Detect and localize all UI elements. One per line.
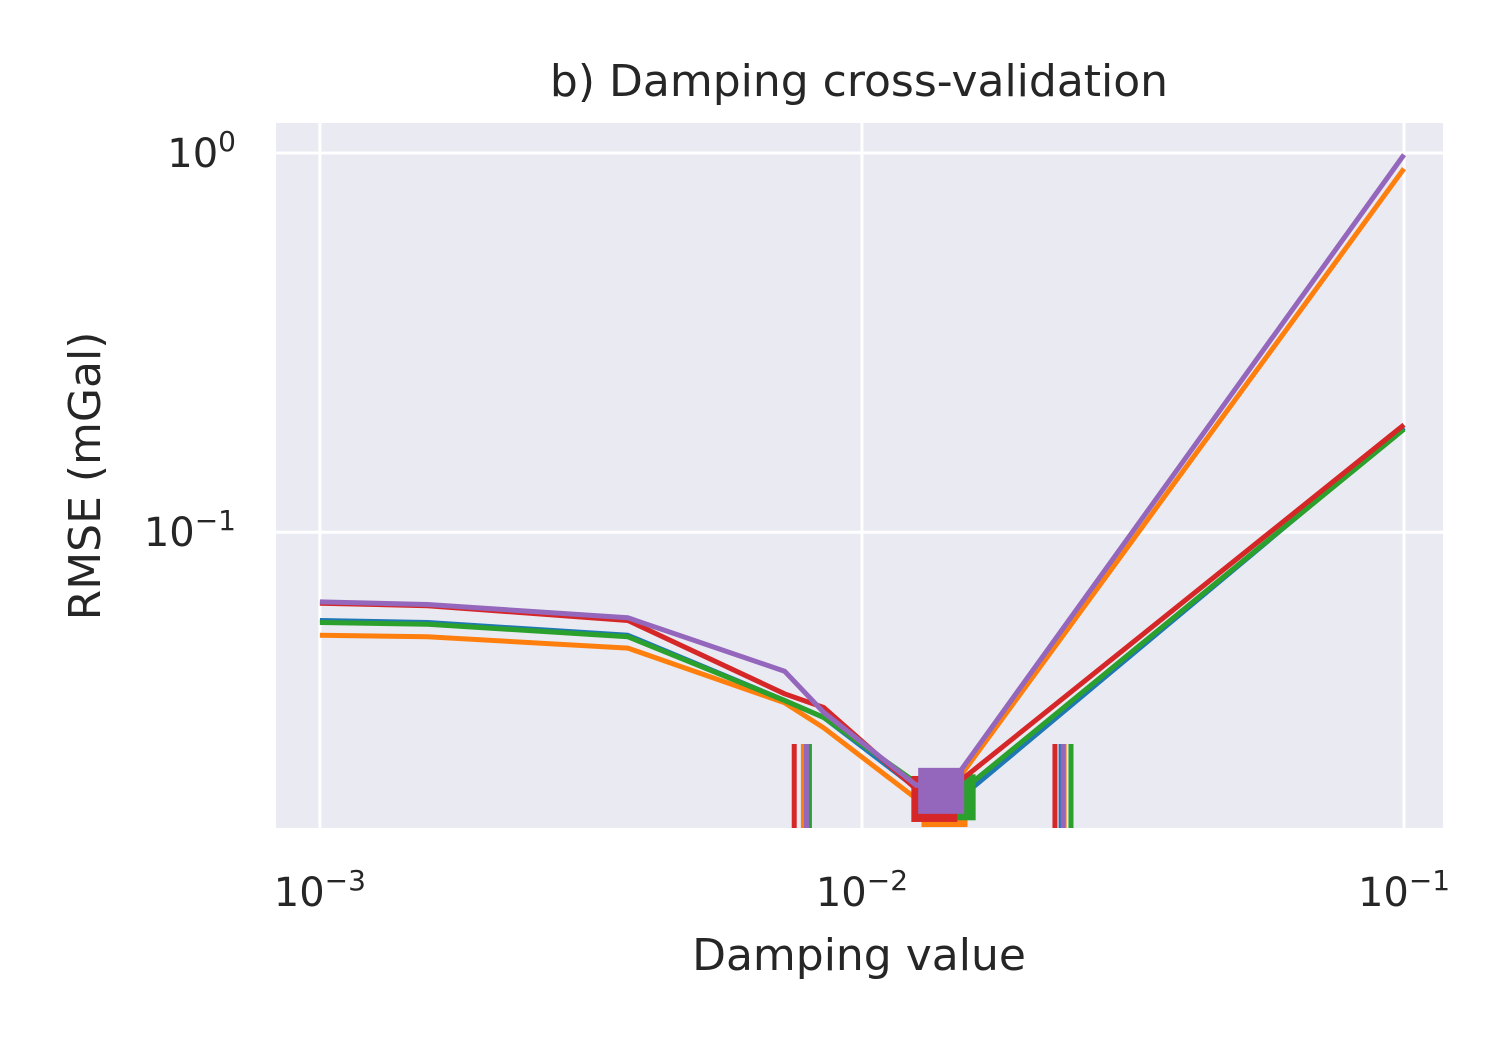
series-5 [319,153,1407,828]
x-tick-base: 10 [816,870,867,916]
plot-area [276,123,1443,828]
y-tick-label: 10−1 [144,504,236,556]
y-tick-exponent: 0 [218,125,236,158]
x-tick-exponent: −1 [1409,864,1450,897]
y-tick-exponent: −1 [195,504,236,537]
chart-title: b) Damping cross-validation [550,56,1168,107]
grid [276,123,1443,828]
x-tick-exponent: −3 [325,864,366,897]
y-tick-base: 10 [144,510,195,556]
y-axis-label: RMSE (mGal) [60,332,111,621]
x-tick-label: 10−1 [1358,864,1450,916]
x-tick-label: 10−3 [274,864,366,916]
x-tick-label: 10−2 [816,864,908,916]
x-tick-base: 10 [1358,870,1409,916]
y-tick-label: 100 [167,125,236,177]
x-tick-exponent: −2 [867,864,908,897]
x-tick-base: 10 [274,870,325,916]
series-group [319,153,1407,828]
x-axis-label: Damping value [692,930,1026,981]
x-tick-labels: 10−3 10−2 10−1 [274,864,1450,916]
best-marker [918,767,965,814]
y-tick-base: 10 [167,131,218,177]
